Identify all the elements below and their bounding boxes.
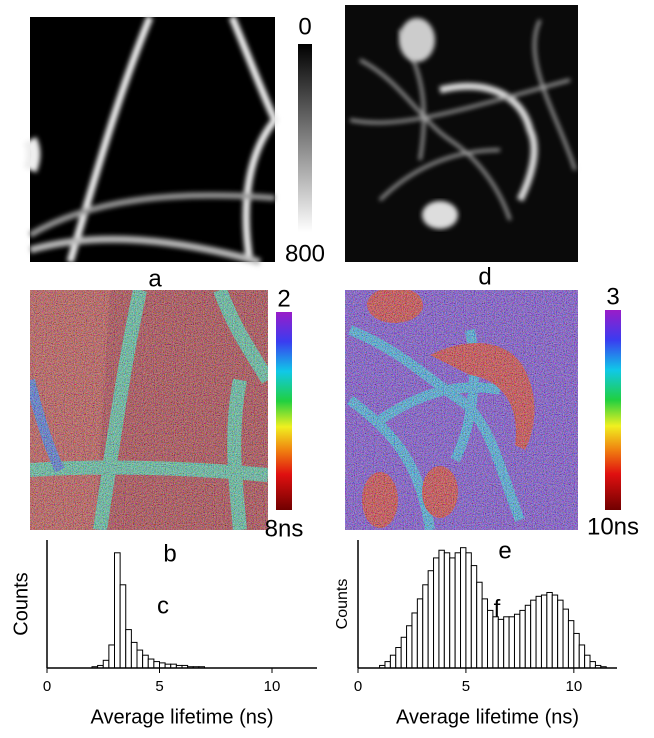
histogram-bar — [406, 625, 413, 669]
annotation: f — [494, 595, 501, 622]
histogram-bar — [384, 661, 391, 669]
histogram-bar — [422, 584, 429, 669]
colorbar-label: 2 — [277, 285, 290, 312]
colorbar — [298, 44, 312, 232]
panel-label: a — [148, 265, 162, 292]
histogram-bar — [589, 661, 596, 669]
histogram-bar — [443, 552, 451, 669]
histogram-bar — [524, 604, 532, 669]
x-tick-label: 10 — [264, 678, 281, 695]
histogram-bar — [476, 581, 483, 669]
histogram-bar — [389, 654, 397, 669]
colorbar-label: 0 — [298, 13, 311, 40]
histogram-bar — [584, 654, 591, 669]
histogram-bar — [125, 629, 132, 669]
histogram-bar — [513, 613, 521, 669]
x-tick-label: 0 — [43, 678, 51, 695]
histogram-bar — [159, 662, 166, 669]
colorbar-label: 10ns — [587, 513, 639, 540]
histogram-bar — [540, 594, 548, 669]
histogram-bar — [454, 552, 462, 669]
histogram-bar — [114, 552, 121, 669]
histogram-bar — [578, 644, 586, 669]
histogram-bar — [481, 598, 488, 669]
histogram-bar — [142, 654, 149, 669]
histogram-bar — [551, 594, 559, 669]
histogram-bar — [573, 632, 580, 669]
histogram-bar — [433, 557, 440, 669]
colorbar — [276, 312, 292, 510]
histogram-bar — [497, 618, 505, 669]
histogram-bar — [508, 616, 515, 669]
histogram-bar — [395, 647, 402, 669]
image-b — [30, 290, 268, 530]
y-axis-label: Counts — [334, 579, 351, 630]
image-e — [345, 290, 578, 530]
panel-label: d — [478, 263, 491, 290]
x-tick-label: 5 — [155, 678, 163, 695]
histogram-bar — [449, 557, 456, 669]
histogram-bar — [492, 616, 499, 669]
histogram-bar — [136, 649, 144, 669]
colorbar-label: 3 — [606, 283, 619, 310]
x-tick-label: 5 — [462, 678, 470, 695]
histogram-bar — [487, 609, 494, 669]
histogram-bar — [130, 641, 138, 669]
histogram-bar — [400, 636, 408, 669]
histogram-bar — [465, 552, 472, 669]
image-d — [345, 5, 578, 262]
image-a — [23, 15, 280, 266]
x-axis-label: Average lifetime (ns) — [396, 706, 579, 728]
x-axis-label: Average lifetime (ns) — [90, 706, 273, 728]
histogram-bar — [519, 609, 526, 669]
panel-label: e — [498, 537, 511, 564]
histogram-bar — [470, 565, 478, 669]
annotation: c — [157, 592, 169, 619]
histogram-bar — [438, 549, 445, 669]
x-tick-label: 0 — [354, 678, 362, 695]
y-axis-label: Counts — [10, 572, 32, 635]
histogram-bar — [416, 598, 424, 669]
histogram-bar — [562, 608, 569, 669]
histogram-bar — [153, 661, 160, 669]
colorbar-label: 8ns — [265, 515, 304, 542]
histogram-bar — [102, 659, 110, 669]
histogram-bar — [557, 599, 564, 669]
histogram-bar — [147, 658, 155, 669]
histogram-bar — [503, 616, 510, 669]
histogram-bar — [119, 584, 127, 669]
histogram-bar — [535, 595, 542, 669]
histogram-bar — [460, 547, 467, 669]
histogram-bar — [530, 599, 537, 669]
colorbar-label: 800 — [285, 240, 325, 267]
histogram-bar — [567, 620, 575, 669]
colorbar — [605, 310, 621, 510]
histogram-bar — [108, 644, 115, 669]
histogram-bar — [411, 612, 418, 669]
panel-label: b — [163, 540, 176, 567]
x-tick-label: 10 — [565, 678, 582, 695]
histogram-bar — [546, 591, 553, 669]
histogram-bar — [427, 570, 435, 669]
